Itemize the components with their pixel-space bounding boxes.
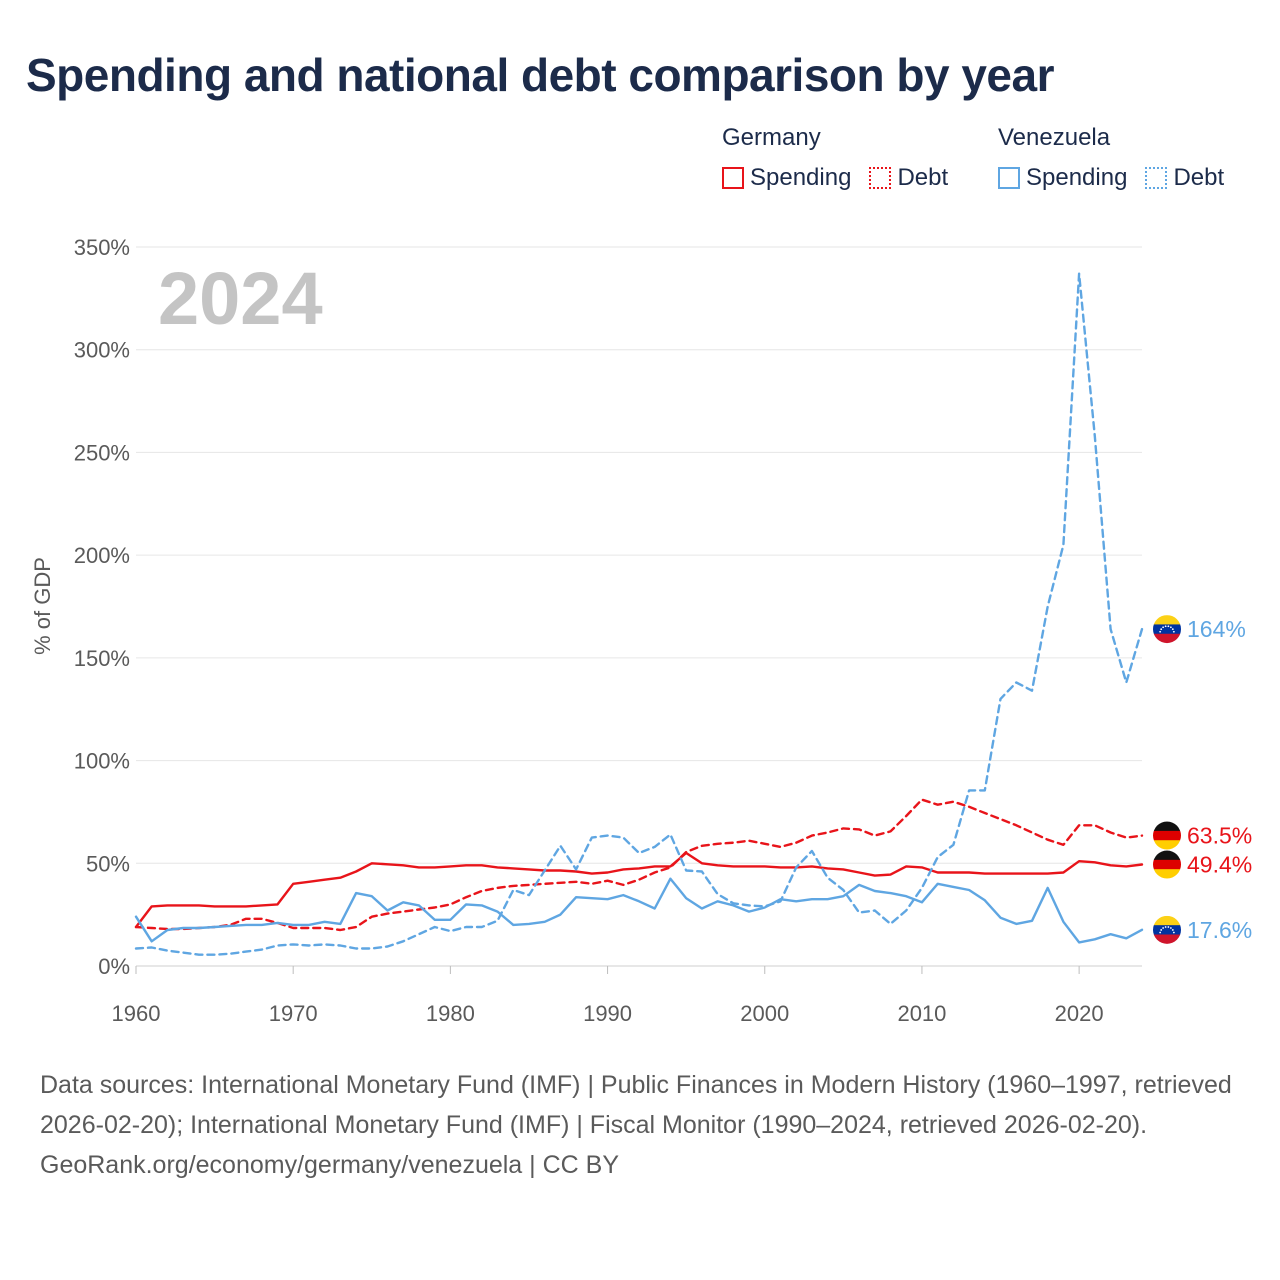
legend-germany: Germany Spending Debt <box>722 124 948 192</box>
x-tick-label: 1970 <box>269 1001 318 1026</box>
legend-label: Debt <box>1173 164 1225 191</box>
legend-country-venezuela: Venezuela <box>998 124 1111 151</box>
legend-swatch-dotted-icon <box>1145 167 1168 189</box>
legend-swatch-dotted-icon <box>869 167 892 189</box>
y-axis-label: % of GDP <box>30 557 55 655</box>
x-tick-label: 2020 <box>1055 1001 1104 1026</box>
x-tick-label: 1960 <box>112 1001 161 1026</box>
end-value-label: 63.5% <box>1187 823 1252 849</box>
grid-lines <box>136 246 1142 967</box>
year-watermark: 2024 <box>158 257 323 340</box>
line-chart: 2024 0%50%100%150%200%250%300%350% 1960 1… <box>30 235 1252 1026</box>
germany-flag-icon <box>1153 850 1181 879</box>
legend-swatch-solid-icon <box>998 167 1020 189</box>
end-labels: 49.4% 63.5% 17.6% 164% <box>1153 615 1252 944</box>
y-tick-label: 200% <box>74 543 130 568</box>
y-tick-label: 50% <box>86 851 130 876</box>
end-value-label: 164% <box>1187 616 1246 642</box>
series-lines <box>134 272 1144 956</box>
legend-germany-spending[interactable]: Spending <box>722 164 851 192</box>
y-axis-ticks: 0% 50% 100% 150% 200% 250% 300% 350% <box>74 235 130 979</box>
legend-germany-debt[interactable]: Debt <box>869 164 948 192</box>
legend-country-germany: Germany <box>722 124 821 151</box>
series-line-venezuela-spending <box>134 877 1144 944</box>
germany-flag-icon <box>1153 821 1181 850</box>
series-line-germany-spending <box>134 851 1144 929</box>
legend-label: Debt <box>897 164 949 191</box>
x-axis-ticks: 1960 1970 1980 1990 2000 2010 2020 <box>112 966 1104 1026</box>
end-value-label: 17.6% <box>1187 917 1252 943</box>
y-tick-label: 250% <box>74 440 130 465</box>
legend-venezuela-spending[interactable]: Spending <box>998 164 1127 192</box>
credit-link[interactable]: GeoRank.org/economy/germany/venezuela | … <box>40 1151 620 1179</box>
x-tick-label: 1980 <box>426 1001 475 1026</box>
y-tick-label: 150% <box>74 646 130 671</box>
venezuela-flag-icon <box>1153 615 1181 644</box>
chart-title: Spending and national debt comparison by… <box>26 49 1055 101</box>
series-line-venezuela-debt <box>134 272 1144 956</box>
footer: Data sources: International Monetary Fun… <box>40 1065 1240 1185</box>
series-line-germany-debt <box>134 798 1144 932</box>
y-tick-label: 350% <box>74 235 130 260</box>
legend-swatch-solid-icon <box>722 167 744 189</box>
y-tick-label: 100% <box>74 749 130 774</box>
data-sources: Data sources: International Monetary Fun… <box>40 1071 1232 1139</box>
legend-venezuela: Venezuela Spending Debt <box>998 124 1224 192</box>
x-tick-label: 2010 <box>897 1001 946 1026</box>
y-tick-label: 0% <box>98 954 130 979</box>
legend-venezuela-debt[interactable]: Debt <box>1145 164 1224 192</box>
legend-label: Spending <box>1026 164 1128 191</box>
venezuela-flag-icon <box>1153 915 1181 944</box>
x-tick-label: 1990 <box>583 1001 632 1026</box>
legend-label: Spending <box>750 164 852 191</box>
y-tick-label: 300% <box>74 338 130 363</box>
end-value-label: 49.4% <box>1187 852 1252 878</box>
x-tick-label: 2000 <box>740 1001 789 1026</box>
